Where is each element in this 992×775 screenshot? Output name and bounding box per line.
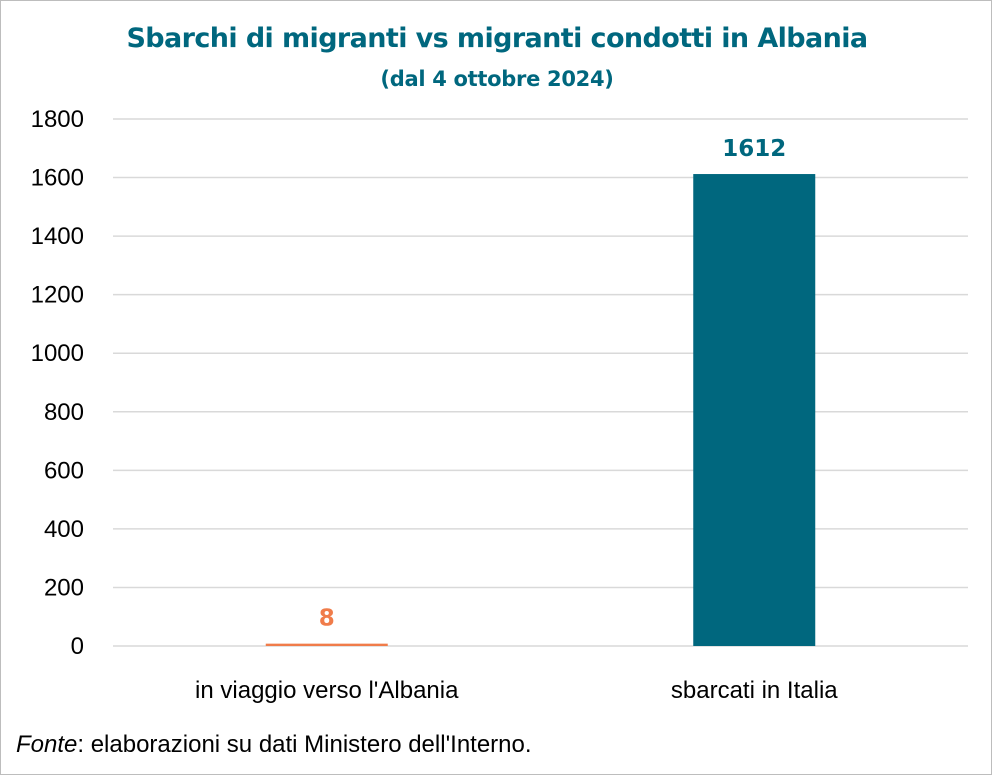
y-tick-label: 600	[44, 457, 84, 484]
y-tick-label: 1200	[31, 282, 84, 309]
y-tick-label: 1000	[31, 340, 84, 367]
y-tick-label: 1600	[31, 165, 84, 192]
y-tick-label: 400	[44, 516, 84, 543]
data-labels: 8 1612	[319, 136, 787, 632]
bar	[693, 174, 816, 646]
y-tick-label: 1800	[31, 106, 84, 133]
bars	[265, 174, 816, 646]
chart-subtitle: (dal 4 ottobre 2024)	[380, 67, 614, 91]
bar	[265, 643, 388, 646]
y-axis: 0 200 400 600 800 1000 1200 1400 1600 1800	[31, 106, 84, 660]
y-tick-label: 800	[44, 399, 84, 426]
data-label: 8	[319, 606, 335, 632]
data-label: 1612	[722, 136, 786, 162]
x-category-label: in viaggio verso l'Albania	[195, 677, 459, 704]
chart-title: Sbarchi di migranti vs migranti condotti…	[126, 23, 868, 54]
y-tick-label: 200	[44, 574, 84, 601]
source-text: : elaborazioni su dati Ministero dell'In…	[77, 731, 532, 758]
source-label: Fonte	[16, 731, 78, 758]
y-tick-label: 1400	[31, 223, 84, 250]
x-category-label: sbarcati in Italia	[671, 677, 838, 704]
y-tick-label: 0	[71, 633, 84, 660]
grid-lines	[113, 118, 968, 647]
x-axis: in viaggio verso l'Albania sbarcati in It…	[195, 677, 838, 704]
source-note: Fonte: elaborazioni su dati Ministero de…	[16, 731, 532, 759]
